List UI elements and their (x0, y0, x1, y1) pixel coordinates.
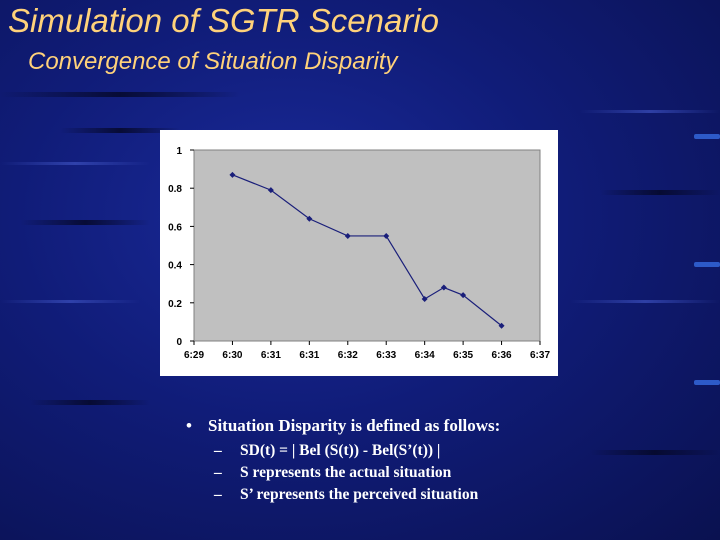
y-tick-label: 0.2 (168, 299, 182, 310)
y-tick-label: 0.6 (168, 222, 182, 233)
bullet-sub-text: SD(t) = | Bel (S(t)) - Bel(S’(t)) | (240, 442, 441, 459)
bullet-sub: – S represents the actual situation (186, 464, 451, 486)
data-point (306, 215, 313, 222)
background-streak (590, 450, 720, 455)
data-point (229, 171, 236, 178)
data-point (344, 232, 351, 239)
bullet-sub-text: S represents the actual situation (240, 464, 452, 481)
background-streak (0, 300, 140, 303)
bullet-sub: – SD(t) = | Bel (S(t)) - Bel(S’(t)) | (186, 442, 440, 464)
data-point (421, 295, 428, 302)
y-tick-label: 1 (176, 146, 182, 157)
definition-list: • Situation Disparity is defined as foll… (186, 416, 500, 508)
data-point (498, 322, 505, 329)
data-point (383, 232, 390, 239)
bullet-main: • Situation Disparity is defined as foll… (186, 416, 500, 442)
x-tick-label: 6:36 (492, 350, 512, 361)
x-tick-label: 6:37 (530, 350, 550, 361)
bullet-sub: – S’ represents the perceived situation (186, 486, 478, 508)
background-streak (600, 190, 720, 195)
data-point (460, 292, 467, 299)
x-tick-label: 6:34 (415, 350, 435, 361)
x-tick-label: 6:32 (338, 350, 358, 361)
slide-subtitle: Convergence of Situation Disparity (28, 48, 398, 75)
background-streak (20, 220, 150, 225)
background-streak (60, 128, 180, 133)
background-streak (570, 300, 720, 303)
x-tick-label: 6:33 (376, 350, 396, 361)
y-tick-label: 0.4 (168, 261, 182, 272)
background-streak (0, 162, 150, 165)
plot-area (193, 149, 541, 342)
data-point (440, 284, 447, 291)
slide-title: Simulation of SGTR Scenario (8, 2, 440, 39)
data-point (267, 187, 274, 194)
x-tick-label: 6:31 (261, 350, 281, 361)
x-tick-label: 6:30 (222, 350, 242, 361)
bullet-sub-text: S’ represents the perceived situation (240, 486, 479, 503)
y-tick-label: 0.8 (168, 184, 182, 195)
y-tick-label: 0 (176, 337, 182, 348)
x-tick-label: 6:29 (184, 350, 204, 361)
dash-marker: – (214, 464, 222, 481)
x-tick-label: 6:35 (453, 350, 473, 361)
bullet-marker: • (186, 416, 192, 435)
dash-marker: – (214, 442, 222, 459)
background-streak (30, 400, 150, 405)
edge-marker (694, 134, 720, 139)
background-streak (580, 110, 720, 113)
dash-marker: – (214, 486, 222, 503)
chart-panel: 0 0.2 0.4 0.6 0.8 1 6:29 6:30 6:31 6:31 6:32 6:33 6:… (160, 130, 558, 376)
situation-disparity-chart: 0 0.2 0.4 0.6 0.8 1 6:29 6:30 6:31 6:31 6:32 6:33 6:… (168, 146, 550, 361)
background-streak (0, 92, 240, 97)
edge-marker (694, 262, 720, 267)
x-tick-label: 6:31 (299, 350, 319, 361)
edge-marker (694, 380, 720, 385)
bullet-main-text: Situation Disparity is defined as follow… (208, 416, 501, 435)
